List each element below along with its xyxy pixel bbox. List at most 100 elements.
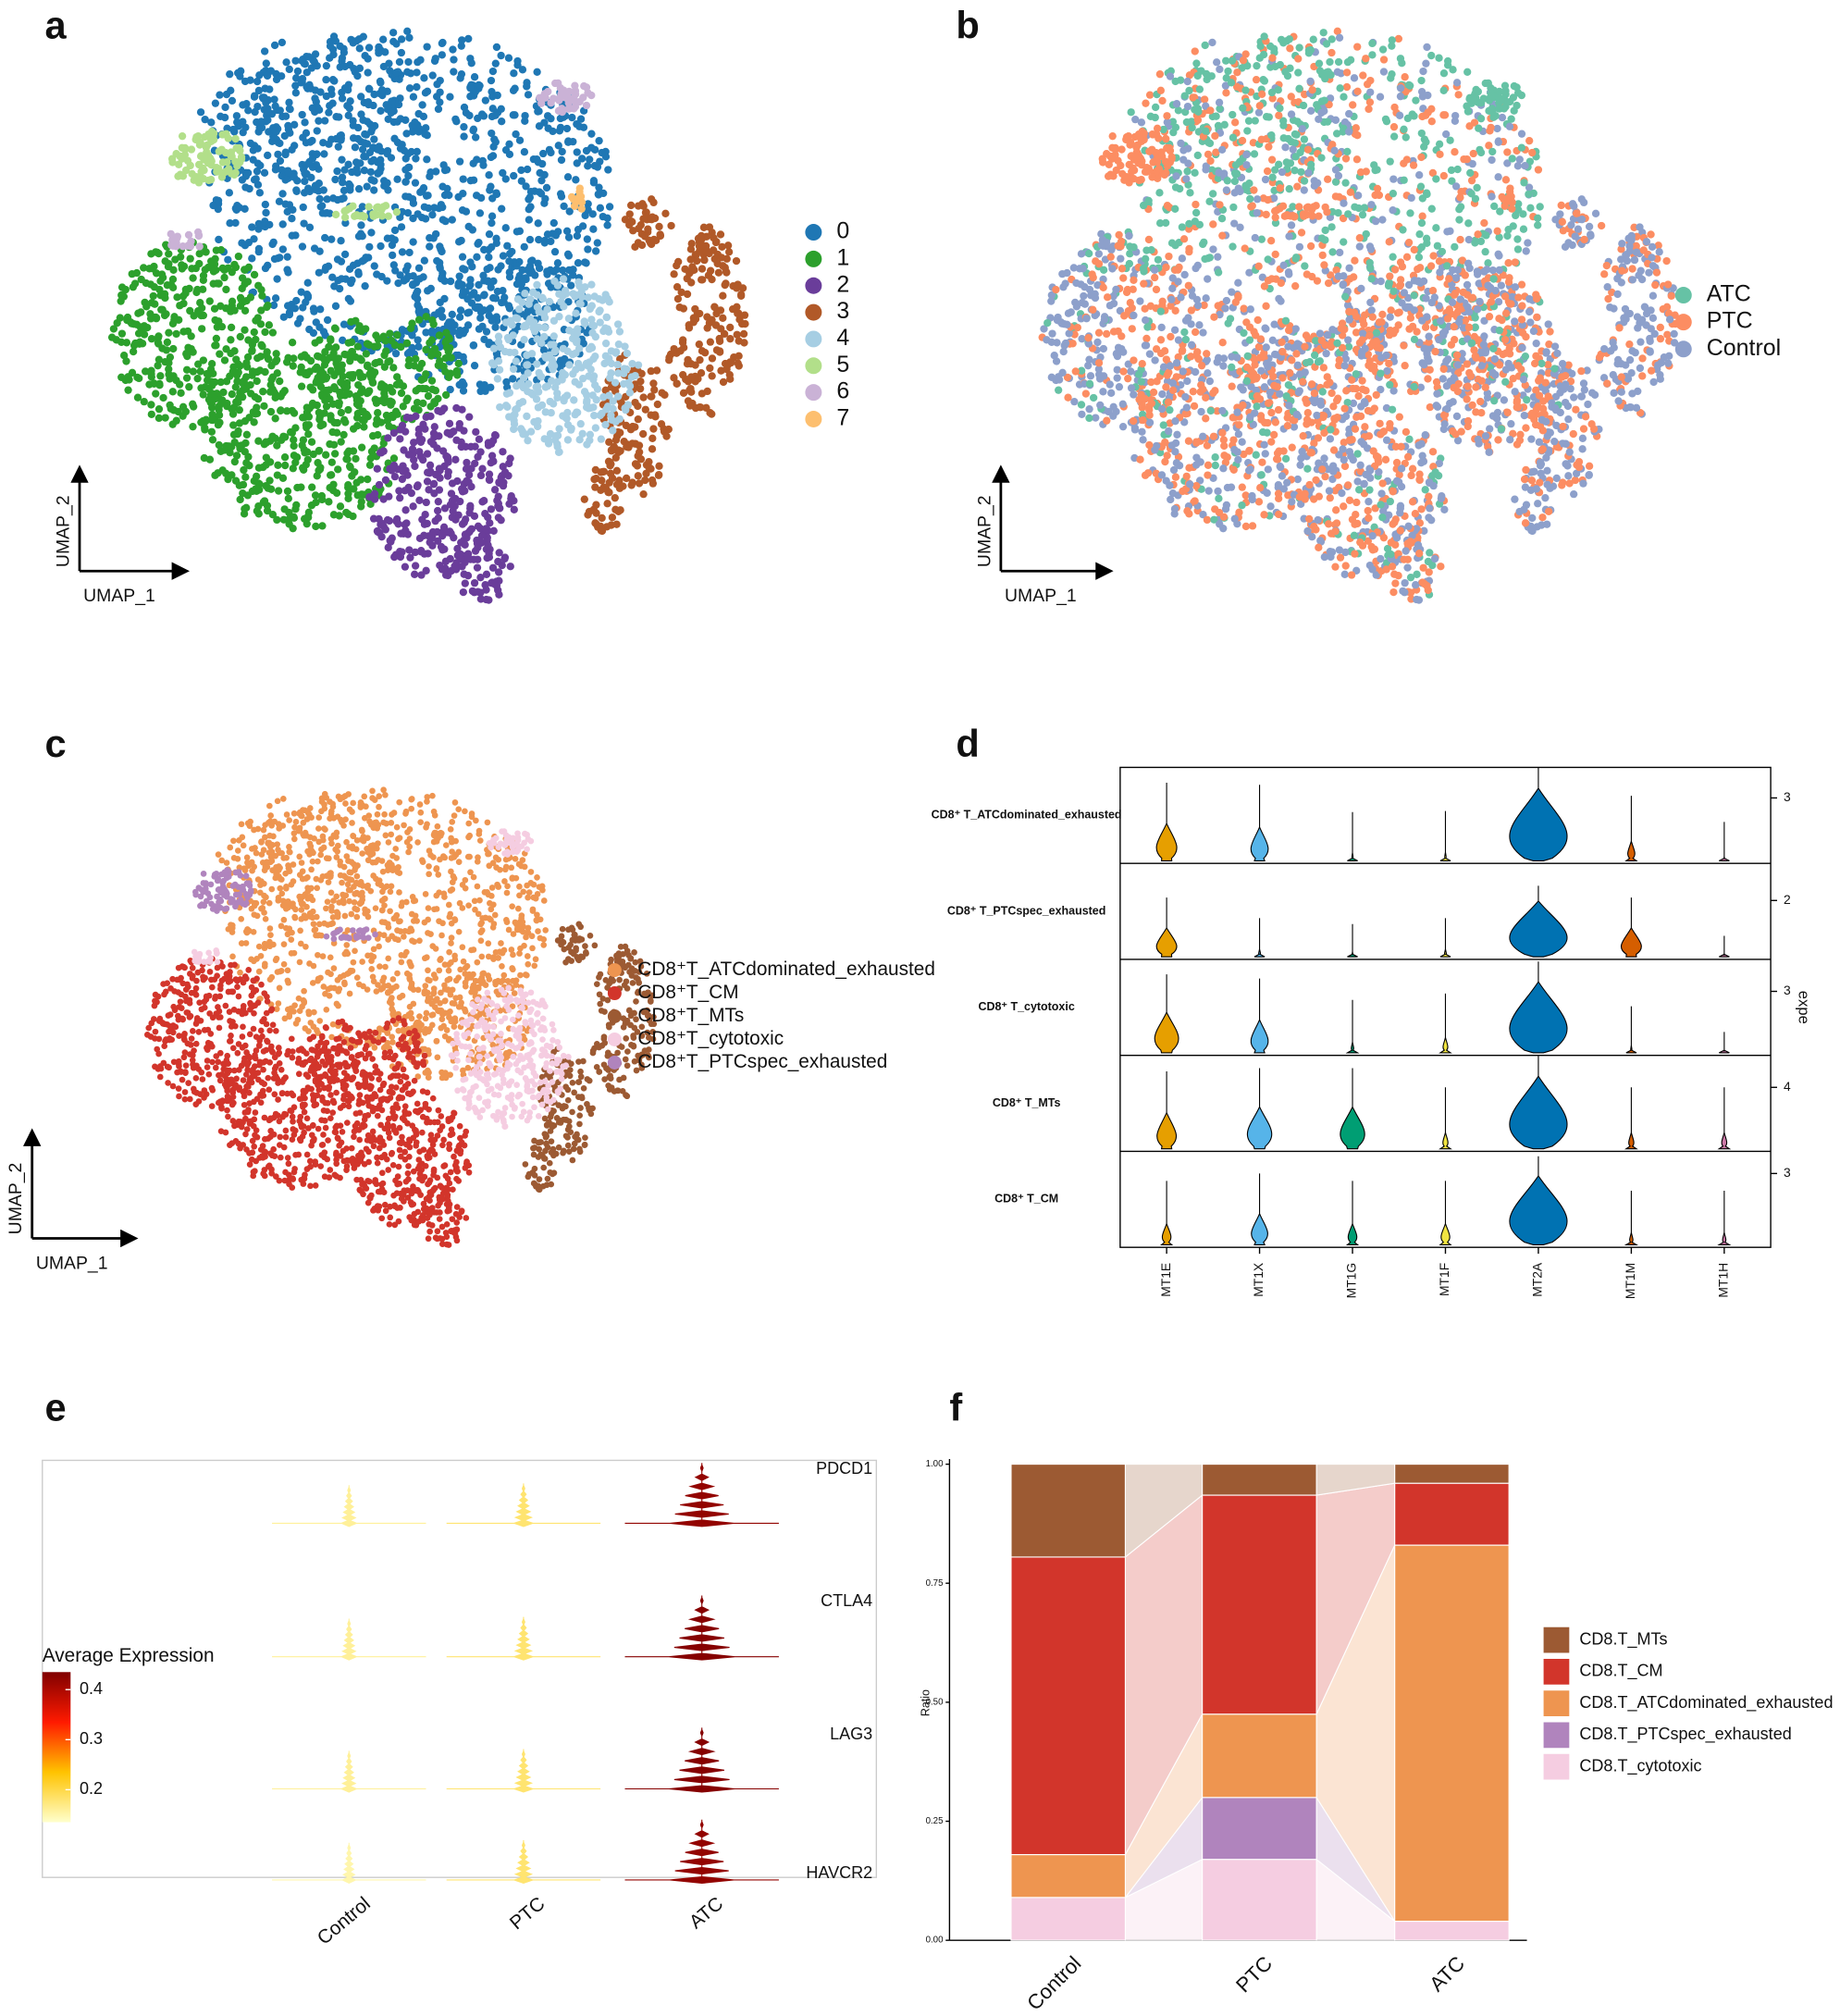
cell-dot: [360, 167, 369, 175]
cell-dot: [334, 399, 342, 407]
cell-dot: [1521, 162, 1529, 170]
cell-dot: [1524, 239, 1532, 247]
cell-dot: [576, 419, 585, 428]
cell-dot: [291, 56, 300, 65]
cell-dot: [574, 408, 582, 417]
cell-dot: [141, 367, 150, 376]
cell-dot: [470, 578, 479, 587]
cell-dot: [1422, 234, 1431, 243]
cell-dot: [220, 266, 228, 274]
cell-dot: [1447, 166, 1456, 175]
cell-dot: [194, 231, 204, 241]
cell-dot: [485, 171, 493, 179]
cell-dot: [410, 404, 419, 413]
cell-dot: [150, 379, 158, 389]
cell-dot: [557, 192, 566, 201]
cell-dot: [712, 238, 721, 246]
cell-dot: [202, 154, 210, 162]
cell-dot: [386, 329, 394, 338]
cell-dot: [122, 339, 131, 347]
cell-dot: [311, 86, 320, 94]
cell-dot: [373, 464, 381, 473]
cell-dot: [327, 90, 336, 98]
cell-dot: [498, 204, 506, 213]
cell-dot: [495, 365, 504, 374]
cell-dot: [539, 346, 549, 354]
cell-dot: [506, 316, 514, 326]
cell-dot: [1446, 227, 1454, 235]
cell-dot: [319, 139, 327, 147]
cell-dot: [547, 362, 556, 370]
cell-dot: [1486, 127, 1494, 135]
cell-dot: [233, 118, 241, 127]
cell-dot: [268, 328, 278, 337]
cell-dot: [240, 465, 248, 475]
cell-dot: [365, 461, 375, 469]
cell-dot: [385, 59, 393, 68]
cell-dot: [281, 461, 290, 470]
cell-dot: [1206, 106, 1215, 115]
cell-dot: [555, 425, 563, 433]
cell-dot: [1142, 315, 1150, 325]
cell-dot: [400, 146, 409, 155]
cell-dot: [179, 291, 188, 301]
cell-dot: [1151, 356, 1159, 365]
cell-dot: [470, 361, 479, 370]
cell-dot: [1183, 102, 1192, 111]
cell-dot: [538, 149, 548, 158]
cell-dot: [494, 492, 502, 501]
cell-dot: [368, 432, 377, 440]
cell-dot: [1481, 247, 1489, 256]
cell-dot: [1317, 234, 1327, 242]
cell-dot: [219, 388, 228, 397]
cell-dot: [398, 207, 406, 216]
cell-dot: [1435, 54, 1443, 62]
cell-dot: [1340, 93, 1348, 101]
cell-dot: [228, 152, 236, 161]
cell-dot: [288, 339, 297, 347]
cell-dot: [1275, 294, 1283, 303]
cell-dot: [373, 204, 381, 212]
cell-dot: [341, 418, 350, 427]
cell-dot: [372, 399, 381, 407]
cell-dot: [466, 280, 475, 290]
cell-dot: [392, 207, 401, 216]
cell-dot: [1417, 129, 1426, 138]
cell-dot: [137, 308, 145, 316]
cell-dot: [1389, 287, 1398, 296]
cell-dot: [257, 117, 266, 126]
cell-dot: [446, 369, 455, 377]
cell-dot: [473, 253, 481, 261]
cell-dot: [397, 48, 406, 57]
cell-dot: [490, 486, 500, 494]
cell-dot: [415, 436, 424, 444]
cell-dot: [1214, 253, 1222, 261]
cell-dot: [384, 115, 392, 124]
cell-dot: [161, 414, 169, 422]
cell-dot: [419, 455, 427, 464]
cell-dot: [1152, 285, 1161, 294]
cell-dot: [598, 476, 606, 485]
cell-dot: [1427, 117, 1436, 126]
cell-dot: [626, 201, 636, 210]
cell-dot: [434, 513, 442, 523]
cell-dot: [156, 372, 165, 380]
cell-dot: [283, 302, 292, 310]
cell-dot: [288, 215, 296, 223]
cell-dot: [565, 361, 574, 369]
cell-dot: [273, 471, 282, 479]
cell-dot: [216, 418, 224, 427]
cell-dot: [154, 334, 163, 342]
cell-dot: [1402, 253, 1412, 261]
cell-dot: [354, 185, 364, 193]
cell-dot: [636, 384, 645, 393]
cell-dot: [1142, 99, 1150, 107]
cell-dot: [584, 245, 592, 254]
cell-dot: [229, 421, 238, 429]
cell-dot: [673, 261, 681, 270]
cell-dot: [1291, 254, 1300, 263]
cell-dot: [301, 168, 309, 178]
cell-dot: [1408, 110, 1416, 118]
legend-label: 4: [836, 325, 849, 351]
cell-dot: [345, 184, 354, 192]
